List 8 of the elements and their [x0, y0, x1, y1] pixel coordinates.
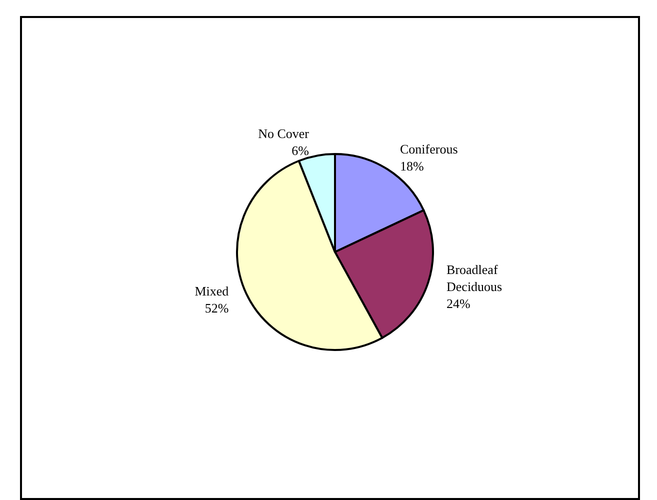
slice-label: Mixed: [194, 284, 230, 299]
data-label: 6%: [292, 142, 310, 158]
data-label: 18%: [400, 158, 424, 174]
slice-label: Broadleaf Deciduous: [446, 262, 502, 294]
slice-label: No Cover: [258, 126, 310, 141]
data-label: 24%: [446, 296, 471, 312]
data-label: 52%: [204, 300, 229, 316]
slice-label: Coniferous: [400, 141, 458, 156]
